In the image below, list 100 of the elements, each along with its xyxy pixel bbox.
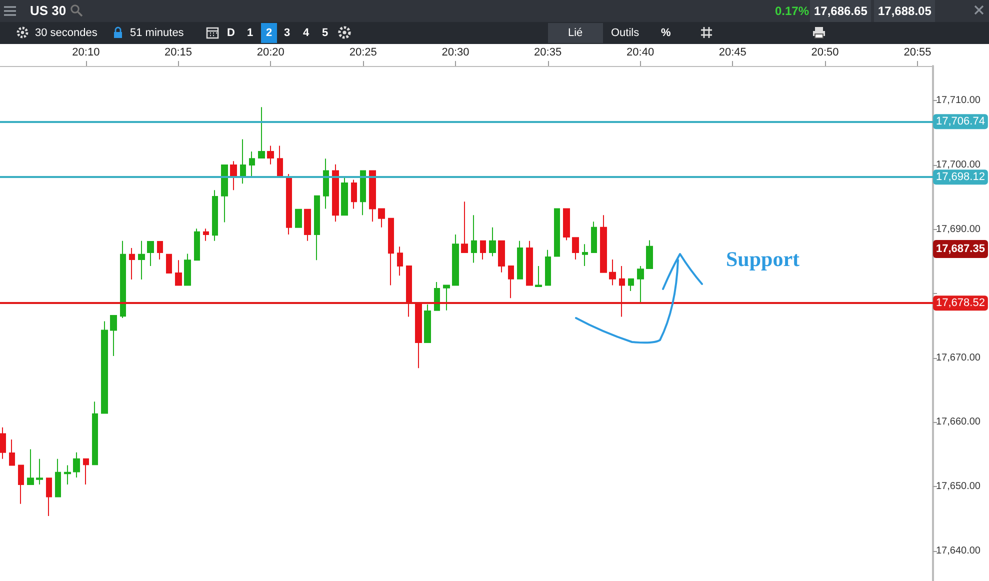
candlestick [27,448,34,486]
candlestick [498,240,505,273]
candlestick [184,253,191,286]
candlestick [286,174,292,235]
candlestick [175,260,182,286]
text: 17,687.35 [933,240,988,258]
text: Outils [611,26,640,41]
candlestick [508,265,514,299]
candlestick [92,401,98,466]
candlestick [138,240,145,280]
candlestick [0,426,6,460]
text: % [661,26,671,41]
y-tick-label: 17,700.00 [936,160,981,171]
candlestick [110,314,117,356]
y-tick-label: 17,640.00 [936,545,981,556]
candlestick [572,237,579,260]
text: 3 [284,26,290,41]
candlestick [129,247,135,280]
x-tick-label: 20:35 [534,46,562,58]
candlestick [332,164,339,222]
candlestick [545,249,551,286]
candlestick [9,439,15,466]
text: 51 minutes [130,26,184,41]
chart-title: US 30 [30,3,66,19]
text: 2 [261,23,278,43]
candlestick [36,458,43,486]
text: 17,686.65 [810,0,872,22]
x-tick-label: 20:55 [904,46,932,58]
x-tick-label: 20:25 [349,46,377,58]
candlestick [351,179,357,210]
candlestick [535,265,542,288]
text: 17,688.05 [874,0,936,22]
candlestick [628,278,634,292]
candlestick [434,282,440,311]
x-tick-label: 20:45 [718,46,746,58]
candlestick [443,284,450,311]
candlestick [55,458,61,498]
candlestick [267,145,274,165]
candlestick [277,145,283,178]
text: 4 [303,26,310,41]
candlestick [489,226,496,257]
candlestick [554,208,560,257]
x-tick-label: 20:15 [164,46,192,58]
candlestick [609,259,616,286]
y-tick-label: 17,690.00 [936,224,981,235]
candlestick [221,164,228,223]
y-tick-label: 17,670.00 [936,352,981,364]
candlestick [83,458,89,486]
candlestick [517,240,523,280]
candlestick [258,106,265,158]
candlestick [304,208,311,242]
candlestick [314,195,320,261]
x-tick-label: 20:30 [442,46,470,58]
candlestick [73,452,80,478]
candlestick [46,478,52,517]
candlestick [424,304,431,343]
candlestick [240,138,246,184]
candlestick [369,170,376,222]
candlestick [18,464,24,504]
text: 30 secondes [35,26,98,41]
x-tick-label: 20:40 [626,46,654,58]
candlestick [249,151,255,178]
text: Lié [548,23,603,43]
candlestick [378,208,385,228]
candlestick [203,228,209,242]
text: 5 [322,26,328,41]
ref-line-label: 17,678.52 [936,297,985,310]
text: 1 [247,26,254,41]
candlestick [646,240,653,270]
candlestick [64,464,71,486]
candlestick [157,241,163,260]
candlestick [600,214,607,273]
candlestick [526,240,533,286]
candlestick [341,176,348,216]
candlestick [480,240,486,260]
candlestick [471,214,477,264]
ref-line-label: 17,698.12 [936,171,985,184]
candlestick [563,208,570,241]
candlestick [295,208,302,228]
candlestick [582,244,588,266]
y-tick-label: 17,660.00 [936,416,981,428]
candlestick [147,241,154,266]
candlestick [212,190,218,242]
candlestick [388,218,394,286]
candlestick [166,254,172,274]
candlestick [637,265,644,304]
candlestick [323,158,329,210]
text: 0.17% [775,3,810,19]
x-tick-label: 20:50 [811,46,839,58]
candlestick [591,221,597,253]
annotation: Support [726,246,800,272]
candlestick [397,246,403,276]
y-tick-label: 17,710.00 [936,95,981,106]
candlestick [452,234,459,286]
candlestick [230,160,237,191]
text: D [227,26,235,41]
candlestick [101,320,108,414]
ref-line-label: 17,706.74 [936,116,985,128]
x-tick-label: 20:10 [72,46,100,58]
candlestick [360,170,366,216]
